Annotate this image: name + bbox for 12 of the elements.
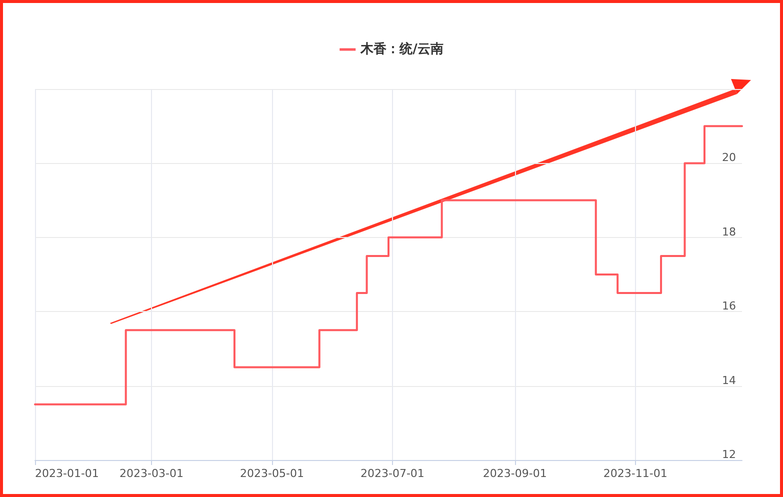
y-tick-label: 18 <box>722 225 736 238</box>
y-tick-label: 20 <box>722 151 736 164</box>
y-tick-label: 16 <box>722 300 736 313</box>
x-tick-label: 2023-01-01 <box>35 467 99 480</box>
x-tick-label: 2023-03-01 <box>120 467 184 480</box>
x-tick-label: 2023-11-01 <box>603 467 668 480</box>
x-tick-label: 2023-09-01 <box>482 467 547 480</box>
y-tick-label: 14 <box>722 374 736 387</box>
x-tick-label: 2023-05-01 <box>240 467 304 480</box>
y-tick-label: 12 <box>722 448 736 461</box>
x-tick-label: 2023-07-01 <box>360 467 424 480</box>
legend-label: 木香：统/云南 <box>360 41 444 57</box>
